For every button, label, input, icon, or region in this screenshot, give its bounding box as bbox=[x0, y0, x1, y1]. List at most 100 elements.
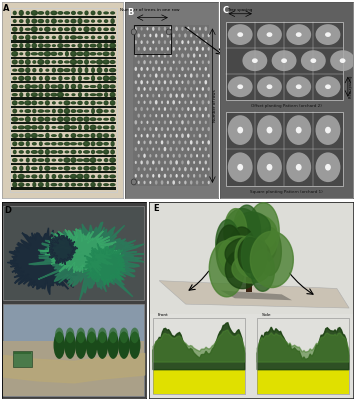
Bar bbox=[11, 65, 116, 67]
Ellipse shape bbox=[46, 182, 48, 186]
Ellipse shape bbox=[63, 124, 71, 130]
Ellipse shape bbox=[141, 174, 143, 178]
Ellipse shape bbox=[104, 118, 107, 120]
Ellipse shape bbox=[33, 158, 35, 161]
Ellipse shape bbox=[164, 53, 166, 58]
Ellipse shape bbox=[103, 52, 110, 56]
Ellipse shape bbox=[54, 332, 65, 359]
Ellipse shape bbox=[44, 142, 50, 145]
Ellipse shape bbox=[296, 84, 302, 89]
Ellipse shape bbox=[98, 183, 100, 185]
Ellipse shape bbox=[71, 44, 76, 47]
Ellipse shape bbox=[98, 174, 102, 178]
Ellipse shape bbox=[11, 117, 18, 122]
Ellipse shape bbox=[199, 81, 201, 84]
Ellipse shape bbox=[65, 36, 69, 40]
Ellipse shape bbox=[58, 60, 63, 64]
Ellipse shape bbox=[31, 18, 37, 24]
Ellipse shape bbox=[65, 150, 69, 154]
Ellipse shape bbox=[105, 159, 107, 161]
Ellipse shape bbox=[92, 175, 94, 177]
Ellipse shape bbox=[46, 101, 48, 104]
Ellipse shape bbox=[161, 34, 163, 38]
Ellipse shape bbox=[108, 332, 119, 359]
Ellipse shape bbox=[18, 150, 24, 154]
Ellipse shape bbox=[25, 116, 31, 122]
Text: Number of trees in one row: Number of trees in one row bbox=[120, 8, 179, 12]
Ellipse shape bbox=[181, 67, 184, 71]
Polygon shape bbox=[47, 234, 78, 265]
Ellipse shape bbox=[135, 80, 137, 84]
Ellipse shape bbox=[179, 114, 181, 118]
Ellipse shape bbox=[92, 76, 94, 79]
Ellipse shape bbox=[91, 86, 94, 87]
Ellipse shape bbox=[12, 27, 18, 32]
Ellipse shape bbox=[296, 164, 302, 170]
Ellipse shape bbox=[66, 84, 68, 87]
Ellipse shape bbox=[98, 175, 100, 177]
Ellipse shape bbox=[89, 93, 97, 96]
Ellipse shape bbox=[38, 36, 44, 39]
Ellipse shape bbox=[39, 93, 42, 96]
Ellipse shape bbox=[65, 20, 68, 22]
Ellipse shape bbox=[138, 100, 140, 104]
Ellipse shape bbox=[152, 67, 155, 71]
Ellipse shape bbox=[204, 147, 207, 151]
Ellipse shape bbox=[19, 68, 23, 71]
Ellipse shape bbox=[45, 133, 50, 138]
Ellipse shape bbox=[72, 150, 75, 153]
Ellipse shape bbox=[12, 182, 17, 188]
Ellipse shape bbox=[149, 47, 152, 51]
Ellipse shape bbox=[84, 183, 89, 187]
Ellipse shape bbox=[175, 160, 178, 165]
Text: Number of rows: Number of rows bbox=[213, 89, 217, 122]
Ellipse shape bbox=[33, 142, 35, 144]
Ellipse shape bbox=[111, 126, 114, 128]
Text: Offset planting Pattern (orchard 2): Offset planting Pattern (orchard 2) bbox=[251, 104, 322, 108]
Polygon shape bbox=[216, 220, 240, 268]
Ellipse shape bbox=[97, 101, 103, 104]
Ellipse shape bbox=[39, 60, 42, 63]
Ellipse shape bbox=[33, 69, 35, 71]
Ellipse shape bbox=[71, 183, 76, 186]
Ellipse shape bbox=[135, 134, 137, 137]
Ellipse shape bbox=[78, 110, 81, 112]
Ellipse shape bbox=[18, 68, 24, 72]
Ellipse shape bbox=[51, 174, 56, 179]
Ellipse shape bbox=[64, 60, 70, 64]
Ellipse shape bbox=[72, 84, 75, 87]
Ellipse shape bbox=[135, 107, 137, 111]
Ellipse shape bbox=[78, 101, 81, 104]
Ellipse shape bbox=[199, 174, 201, 178]
Bar bbox=[11, 40, 116, 42]
Ellipse shape bbox=[104, 167, 107, 169]
Ellipse shape bbox=[45, 158, 50, 163]
Ellipse shape bbox=[149, 87, 152, 91]
Ellipse shape bbox=[109, 166, 116, 170]
Ellipse shape bbox=[71, 167, 76, 170]
Ellipse shape bbox=[59, 126, 62, 128]
Ellipse shape bbox=[138, 181, 140, 184]
Ellipse shape bbox=[149, 140, 152, 144]
Polygon shape bbox=[248, 230, 276, 264]
Ellipse shape bbox=[204, 40, 207, 44]
Ellipse shape bbox=[184, 74, 186, 77]
Ellipse shape bbox=[143, 181, 146, 184]
Ellipse shape bbox=[26, 60, 29, 63]
Ellipse shape bbox=[190, 180, 192, 184]
Ellipse shape bbox=[98, 11, 100, 14]
Ellipse shape bbox=[196, 114, 198, 118]
Ellipse shape bbox=[78, 67, 82, 73]
Ellipse shape bbox=[170, 40, 172, 44]
Ellipse shape bbox=[24, 84, 31, 89]
Ellipse shape bbox=[340, 58, 345, 63]
Ellipse shape bbox=[149, 74, 152, 77]
Ellipse shape bbox=[110, 92, 116, 98]
Ellipse shape bbox=[202, 114, 204, 118]
Ellipse shape bbox=[190, 154, 192, 158]
Ellipse shape bbox=[18, 125, 25, 130]
Ellipse shape bbox=[33, 118, 35, 120]
Ellipse shape bbox=[78, 159, 81, 161]
Ellipse shape bbox=[59, 134, 61, 136]
Ellipse shape bbox=[104, 35, 108, 40]
